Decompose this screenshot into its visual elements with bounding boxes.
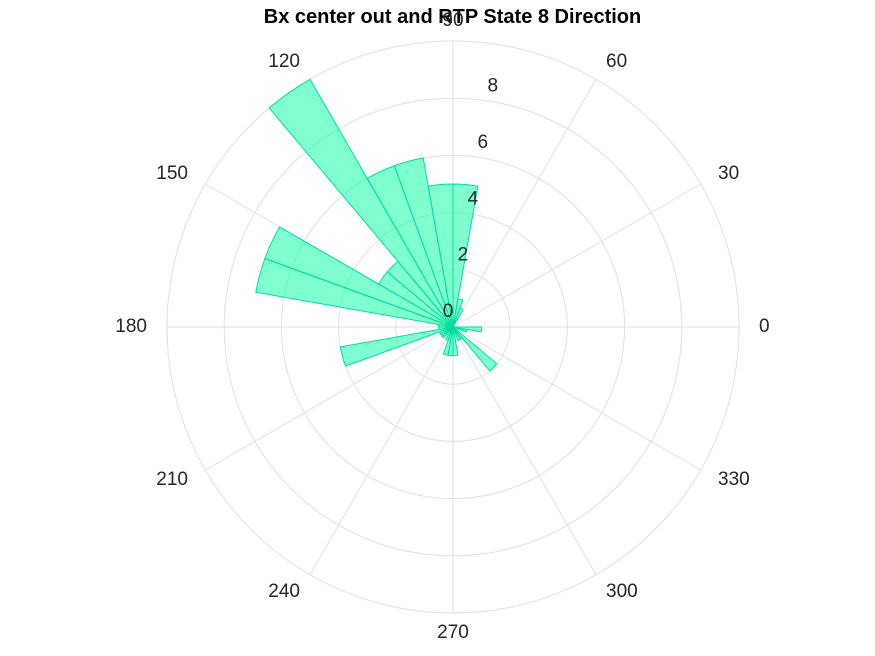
radial-tick-label-6: 6 xyxy=(478,132,489,153)
grid-spoke-210 xyxy=(205,326,454,471)
grid-spoke-30 xyxy=(452,183,701,328)
histogram-bar-160-170 xyxy=(255,257,454,328)
grid-spoke-300 xyxy=(452,326,597,575)
histogram-bar-120-130 xyxy=(268,78,454,328)
histogram-bar-310-320 xyxy=(452,326,498,372)
angle-tick-label-300: 300 xyxy=(606,581,638,602)
radial-tick-label-0: 0 xyxy=(443,301,454,322)
histogram-bar-220-230 xyxy=(441,326,454,339)
angle-tick-label-30: 30 xyxy=(718,163,739,184)
angle-tick-label-0: 0 xyxy=(759,316,770,337)
radial-tick-label-4: 4 xyxy=(468,188,479,209)
angle-tick-label-120: 120 xyxy=(268,51,300,72)
angle-tick-label-240: 240 xyxy=(268,581,300,602)
angle-tick-label-330: 330 xyxy=(718,469,750,490)
grid-spoke-240 xyxy=(309,326,454,575)
polar-labels: 0 30 60 90 120 150 180 210 240 270 300 330 0 2 4 6 8 xyxy=(115,10,769,643)
radial-tick-label-8: 8 xyxy=(487,76,498,97)
angle-tick-label-180: 180 xyxy=(115,316,147,337)
radial-tick-label-2: 2 xyxy=(458,245,469,266)
histogram-bars xyxy=(255,78,498,372)
angle-tick-label-270: 270 xyxy=(437,622,469,643)
grid-spoke-330 xyxy=(452,326,701,471)
angle-tick-label-90: 90 xyxy=(442,10,463,31)
histogram-bar-190-200 xyxy=(339,326,454,367)
angle-tick-label-150: 150 xyxy=(156,163,188,184)
histogram-bar-350-360 xyxy=(452,326,483,333)
chart-title: Bx center out and RTP State 8 Direction xyxy=(263,6,642,28)
histogram-bar-270-280 xyxy=(452,326,459,357)
angle-tick-label-210: 210 xyxy=(156,469,188,490)
grid-spoke-60 xyxy=(452,79,597,328)
angle-tick-label-60: 60 xyxy=(606,51,627,72)
